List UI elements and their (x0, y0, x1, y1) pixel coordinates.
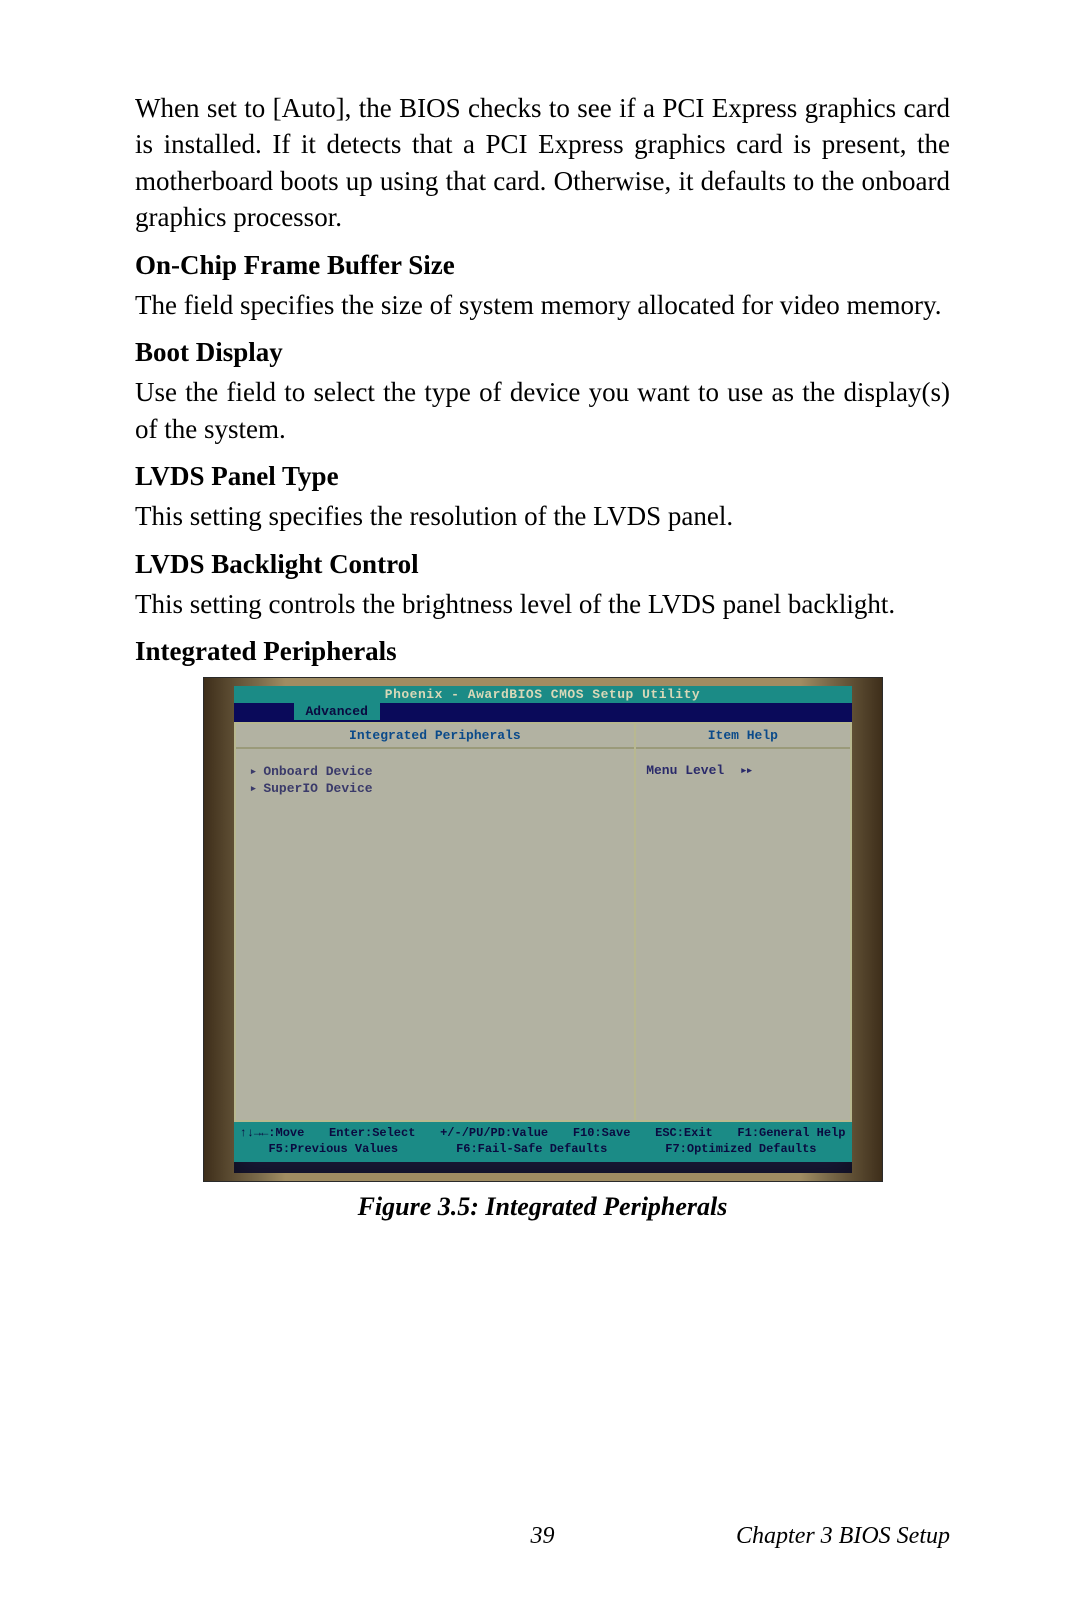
chapter-label: Chapter 3 BIOS Setup (681, 1523, 950, 1550)
body-onchip: The field specifies the size of system m… (135, 287, 950, 323)
bios-right-panel: Item Help Menu Level ▸▸ (635, 722, 851, 1122)
page-number: 39 (404, 1523, 681, 1550)
bios-screenshot: Phoenix - AwardBIOS CMOS Setup Utility A… (203, 677, 883, 1182)
hint-f5: F5:Previous Values (268, 1141, 398, 1157)
hint-esc: ESC:Exit (655, 1125, 713, 1141)
heading-lvds-panel: LVDS Panel Type (135, 461, 950, 492)
body-lvds-panel: This setting specifies the resolution of… (135, 498, 950, 534)
intro-paragraph: When set to [Auto], the BIOS checks to s… (135, 90, 950, 236)
bios-tab-bar: Advanced (234, 703, 852, 722)
bios-right-panel-title: Item Help (636, 724, 849, 749)
document-page: When set to [Auto], the BIOS checks to s… (0, 0, 1080, 1618)
bios-menu-item-superio-device[interactable]: SuperIO Device (246, 780, 625, 797)
bios-left-panel: Integrated Peripherals Onboard Device Su… (234, 722, 636, 1122)
heading-lvds-backlight: LVDS Backlight Control (135, 549, 950, 580)
bios-title: Phoenix - AwardBIOS CMOS Setup Utility (234, 686, 852, 703)
bios-menu-item-onboard-device[interactable]: Onboard Device (246, 763, 625, 780)
page-footer: 39 Chapter 3 BIOS Setup (135, 1523, 950, 1550)
hint-enter: Enter:Select (329, 1125, 415, 1141)
triangle-right-icon (250, 764, 264, 779)
triangle-right-icon (250, 781, 264, 796)
bios-left-panel-title: Integrated Peripherals (236, 724, 635, 749)
hint-f7: F7:Optimized Defaults (665, 1141, 816, 1157)
hint-f10: F10:Save (573, 1125, 631, 1141)
menu-level-arrows-icon: ▸▸ (740, 763, 752, 778)
bios-menu-item-label: SuperIO Device (263, 781, 372, 796)
bios-tab-advanced[interactable]: Advanced (294, 703, 380, 720)
bios-footer: ↑↓→←:Move Enter:Select +/-/PU/PD:Value F… (234, 1122, 852, 1162)
bios-menu-item-label: Onboard Device (263, 764, 372, 779)
bios-screen: Phoenix - AwardBIOS CMOS Setup Utility A… (234, 686, 852, 1173)
body-boot-display: Use the field to select the type of devi… (135, 374, 950, 447)
bios-menu: Onboard Device SuperIO Device (236, 749, 635, 811)
hint-f6: F6:Fail-Safe Defaults (456, 1141, 607, 1157)
figure-caption: Figure 3.5: Integrated Peripherals (135, 1192, 950, 1222)
menu-level-label: Menu Level (646, 763, 724, 778)
heading-integrated-peripherals: Integrated Peripherals (135, 636, 950, 667)
body-lvds-backlight: This setting controls the brightness lev… (135, 586, 950, 622)
heading-boot-display: Boot Display (135, 337, 950, 368)
hint-pupd: +/-/PU/PD:Value (440, 1125, 548, 1141)
bios-right-panel-body: Menu Level ▸▸ (636, 749, 849, 792)
heading-onchip: On-Chip Frame Buffer Size (135, 250, 950, 281)
hint-move: ↑↓→←:Move (240, 1125, 305, 1141)
bios-main-area: Integrated Peripherals Onboard Device Su… (234, 722, 852, 1122)
figure-3-5: Phoenix - AwardBIOS CMOS Setup Utility A… (135, 677, 950, 1222)
hint-f1: F1:General Help (737, 1125, 845, 1141)
